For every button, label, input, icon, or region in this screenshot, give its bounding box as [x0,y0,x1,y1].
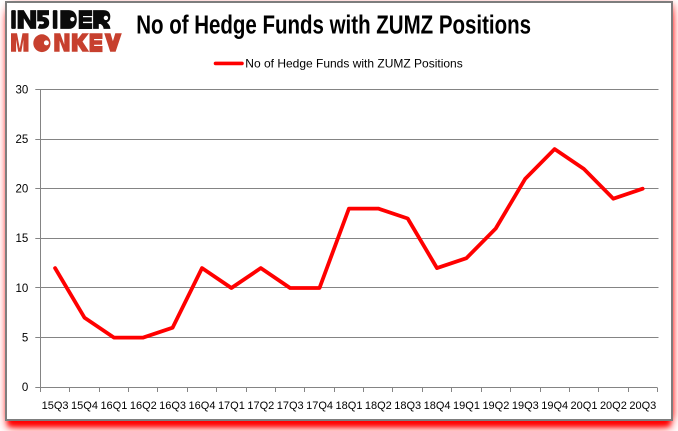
svg-text:18Q1: 18Q1 [336,400,363,412]
svg-text:17Q3: 17Q3 [277,400,304,412]
svg-text:17Q2: 17Q2 [247,400,274,412]
svg-text:15Q3: 15Q3 [42,400,69,412]
svg-text:16Q3: 16Q3 [159,400,186,412]
svg-text:17Q4: 17Q4 [306,400,333,412]
svg-text:25: 25 [16,134,29,146]
svg-text:No of Hedge Funds with ZUMZ Po: No of Hedge Funds with ZUMZ Positions [245,57,462,71]
svg-text:17Q1: 17Q1 [218,400,245,412]
svg-text:18Q4: 18Q4 [424,400,451,412]
svg-text:16Q4: 16Q4 [189,400,216,412]
svg-text:16Q2: 16Q2 [130,400,157,412]
svg-text:18Q3: 18Q3 [394,400,421,412]
svg-text:30: 30 [16,85,29,97]
svg-text:20Q1: 20Q1 [571,400,598,412]
svg-text:No of Hedge Funds with ZUMZ Po: No of Hedge Funds with ZUMZ Positions [136,10,531,39]
svg-text:18Q2: 18Q2 [365,400,392,412]
svg-text:15Q4: 15Q4 [71,400,98,412]
svg-text:19Q4: 19Q4 [541,400,568,412]
svg-text:20: 20 [16,184,29,196]
svg-text:5: 5 [22,332,28,344]
svg-text:19Q1: 19Q1 [453,400,480,412]
svg-text:19Q2: 19Q2 [482,400,509,412]
svg-text:0: 0 [22,382,28,394]
svg-text:20Q3: 20Q3 [629,400,656,412]
svg-text:15: 15 [16,233,29,245]
svg-text:10: 10 [16,283,29,295]
svg-text:19Q3: 19Q3 [512,400,539,412]
svg-text:20Q2: 20Q2 [600,400,627,412]
svg-text:16Q1: 16Q1 [100,400,127,412]
